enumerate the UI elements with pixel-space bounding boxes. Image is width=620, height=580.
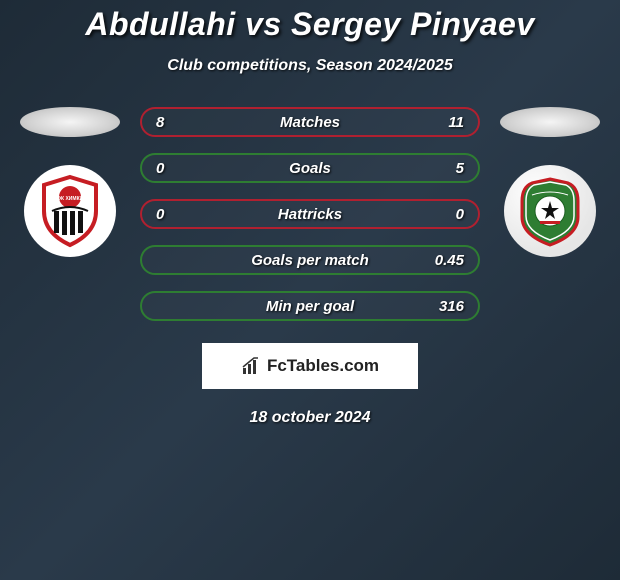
right-player-col	[500, 107, 600, 257]
stat-row: Goals per match 0.45	[140, 245, 480, 275]
stat-left-value: 0	[156, 206, 164, 223]
stats-list: 8 Matches 11 0 Goals 5 0 Hattricks 0 Goa…	[140, 107, 480, 321]
stat-right-value: 0	[456, 206, 464, 223]
left-player-ellipse	[20, 107, 120, 137]
stat-label: Matches	[280, 114, 340, 131]
comparison-body: ФК ХИМКИ 8 Matches 11 0 Goals 5	[0, 107, 620, 321]
stat-right-value: 5	[456, 160, 464, 177]
brand-box: FcTables.com	[202, 343, 418, 389]
stat-right-value: 11	[448, 114, 464, 131]
stat-right-value: 316	[439, 298, 464, 315]
shield-icon	[510, 171, 590, 251]
stat-left-value: 0	[156, 160, 164, 177]
lokomotiv-crest	[504, 165, 596, 257]
bar-chart-icon	[241, 356, 261, 376]
stat-right-value: 0.45	[435, 252, 464, 269]
right-player-ellipse	[500, 107, 600, 137]
stat-label: Goals per match	[251, 252, 369, 269]
khimki-crest: ФК ХИМКИ	[24, 165, 116, 257]
stat-row: 0 Hattricks 0	[140, 199, 480, 229]
stat-label: Goals	[289, 160, 331, 177]
comparison-card: Abdullahi vs Sergey Pinyaev Club competi…	[0, 0, 620, 427]
stat-left-value: 8	[156, 114, 164, 131]
subtitle: Club competitions, Season 2024/2025	[0, 57, 620, 75]
stat-label: Min per goal	[266, 298, 354, 315]
stat-row: 0 Goals 5	[140, 153, 480, 183]
shield-icon: ФК ХИМКИ	[30, 171, 110, 251]
stat-row: Min per goal 316	[140, 291, 480, 321]
stat-row: 8 Matches 11	[140, 107, 480, 137]
date-label: 18 october 2024	[0, 409, 620, 427]
stat-label: Hattricks	[278, 206, 342, 223]
left-player-col: ФК ХИМКИ	[20, 107, 120, 257]
page-title: Abdullahi vs Sergey Pinyaev	[0, 6, 620, 43]
brand-label: FcTables.com	[267, 356, 379, 376]
svg-text:ФК ХИМКИ: ФК ХИМКИ	[57, 196, 84, 202]
